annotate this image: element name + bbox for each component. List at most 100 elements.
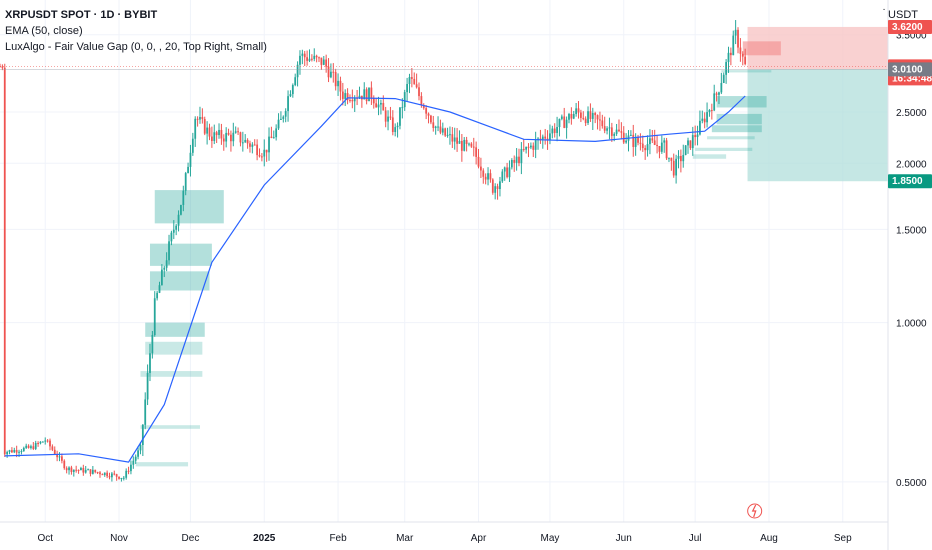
candle-body <box>482 170 485 177</box>
candle-body <box>418 87 420 97</box>
x-tick-label: Jul <box>689 533 702 544</box>
candle-body <box>68 467 70 471</box>
candle-body <box>160 269 163 286</box>
candle-body <box>629 134 632 136</box>
candle-body <box>518 156 520 164</box>
candle-body <box>151 335 154 354</box>
candle-body <box>706 112 708 123</box>
x-tick-label: Feb <box>329 533 347 544</box>
candle-body <box>449 134 451 136</box>
currency-unit[interactable]: USDT <box>888 9 918 21</box>
candle-body <box>689 140 692 149</box>
candle-body <box>282 116 285 119</box>
candle-body <box>18 451 20 453</box>
candle-body <box>606 128 608 131</box>
candle-body <box>277 119 280 129</box>
candle-body <box>451 134 454 142</box>
candle-body <box>358 95 361 98</box>
candle-body <box>622 132 625 143</box>
candle-body <box>710 110 713 112</box>
candle-body <box>677 155 680 159</box>
candle-body <box>146 372 149 400</box>
candle-body <box>15 450 18 453</box>
candle-body <box>682 154 685 162</box>
candle-body <box>132 460 135 465</box>
candle-body <box>11 450 13 453</box>
candle-body <box>572 114 575 119</box>
candle-body <box>60 456 63 461</box>
candle-body <box>232 132 235 142</box>
candle-body <box>84 469 87 473</box>
candle-body <box>427 113 430 116</box>
candle-body <box>34 443 37 449</box>
candle-body <box>175 225 178 230</box>
candle-body <box>91 469 94 474</box>
candle-body <box>346 93 349 101</box>
candle-body <box>491 179 494 193</box>
candle-body <box>210 136 213 141</box>
candle-body <box>582 117 585 119</box>
candle-body <box>220 129 223 139</box>
fvg-box <box>711 125 762 133</box>
candle-body <box>577 108 580 113</box>
candle-body <box>51 446 54 450</box>
fvg-legend-label[interactable]: LuxAlgo - Fair Value Gap (0, 0, , 20, To… <box>5 41 267 53</box>
fvg-box <box>707 136 755 140</box>
candle-body <box>118 476 120 479</box>
candle-body <box>532 145 535 150</box>
symbol-title[interactable]: XRPUSDT SPOT · 1D · BYBIT <box>5 9 158 21</box>
candle-body <box>503 167 506 172</box>
candle-body <box>308 58 311 61</box>
ema-line <box>4 95 746 463</box>
fvg-box <box>140 425 200 429</box>
candle-body <box>294 77 297 86</box>
ema-legend-label[interactable]: EMA (50, close) <box>5 25 83 37</box>
candle-body <box>675 158 678 176</box>
candle-body <box>525 146 528 150</box>
fvg-box <box>149 271 210 291</box>
candle-body <box>549 133 551 140</box>
candle-body <box>613 133 616 136</box>
candle-body <box>470 143 473 147</box>
x-tick-label: Oct <box>37 533 53 544</box>
candle-body <box>558 118 561 128</box>
candle-body <box>241 142 244 144</box>
candle-body <box>265 149 268 153</box>
candle-body <box>444 128 447 136</box>
candle-body <box>187 166 189 174</box>
candle-body <box>287 96 289 112</box>
candle-body <box>239 132 242 143</box>
candle-body <box>313 55 316 59</box>
candle-body <box>744 56 747 65</box>
candle-body <box>632 134 635 147</box>
candle-body <box>263 149 266 157</box>
candle-body <box>156 292 159 299</box>
candle-body <box>453 137 456 142</box>
candle-body <box>468 143 470 145</box>
candle-body <box>480 166 482 171</box>
candle-body <box>137 450 139 457</box>
candle-body <box>437 126 439 128</box>
candle-body <box>741 53 744 57</box>
candle-body <box>406 83 408 93</box>
candle-body <box>439 126 442 133</box>
candle-body <box>560 116 563 119</box>
fvg-box <box>716 113 762 125</box>
y-tick-label: 3.5000 <box>896 31 927 42</box>
candle-body <box>720 82 723 93</box>
candle-body <box>208 127 211 137</box>
candle-body <box>327 66 330 78</box>
candle-body <box>165 260 168 268</box>
candle-body <box>591 113 594 119</box>
candle-body <box>432 122 435 128</box>
candle-body <box>272 137 275 139</box>
take-profit-zone <box>747 69 888 182</box>
candle-body <box>103 472 106 476</box>
candle-body <box>541 136 544 140</box>
candle-body <box>363 89 366 100</box>
candle-body <box>520 148 523 164</box>
candle-body <box>375 103 378 108</box>
candle-body <box>477 156 480 167</box>
candle-body <box>496 186 499 190</box>
